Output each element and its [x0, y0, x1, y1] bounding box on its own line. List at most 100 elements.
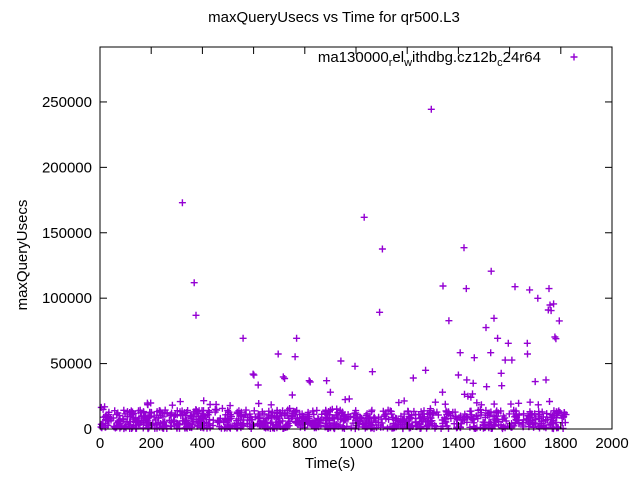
data-point-outlier — [376, 308, 384, 316]
data-point-outlier — [291, 353, 299, 361]
data-point — [218, 404, 226, 412]
data-point-outlier — [427, 105, 435, 113]
data-point — [167, 412, 175, 420]
data-point — [512, 412, 520, 420]
legend-plus-marker-icon — [570, 53, 578, 61]
data-point — [476, 406, 484, 414]
legend-label-subscript: w — [403, 57, 412, 69]
data-point-outlier — [526, 286, 534, 294]
data-point — [168, 401, 176, 409]
data-point — [206, 420, 214, 428]
data-point — [545, 421, 553, 429]
data-point — [502, 417, 510, 425]
legend-label-segment: ithdbg.cz12b — [412, 49, 497, 66]
data-point — [194, 422, 202, 429]
data-point — [270, 413, 278, 421]
data-point — [352, 411, 360, 419]
data-point-outlier — [508, 356, 516, 364]
legend-label-subscript: c — [497, 57, 503, 69]
data-point-outlier — [494, 334, 502, 342]
data-point — [157, 420, 165, 427]
data-point-outlier — [239, 334, 247, 342]
chart-title: maxQueryUsecs vs Time for qr500.L3 — [208, 9, 460, 26]
data-point — [549, 412, 557, 420]
data-point — [315, 419, 323, 427]
data-point — [400, 397, 408, 405]
data-point — [375, 413, 383, 421]
data-point — [438, 416, 446, 424]
data-point — [412, 418, 420, 426]
data-point-outlier — [462, 285, 470, 293]
data-point-outlier — [546, 301, 554, 309]
data-point-outlier — [305, 377, 313, 385]
data-point — [226, 402, 234, 410]
data-point — [354, 418, 362, 426]
data-point-outlier — [306, 378, 314, 386]
data-point — [233, 424, 241, 432]
data-point — [132, 414, 140, 422]
data-point — [330, 423, 338, 431]
data-point — [332, 411, 340, 419]
data-point — [430, 409, 438, 417]
data-point — [476, 423, 484, 431]
data-point — [142, 416, 150, 424]
data-point — [510, 408, 518, 416]
data-point — [493, 412, 501, 420]
data-point-outlier — [542, 376, 550, 384]
x-tick-label: 1600 — [493, 435, 526, 452]
data-point — [188, 424, 196, 432]
data-point-outlier — [501, 356, 509, 364]
data-point — [115, 417, 122, 425]
axis-tick-labels: 0 200 400 600 800 1000 1200 1400 1600 1800 2000 0 50… — [42, 94, 629, 452]
data-point-outlier — [351, 362, 359, 370]
data-point-outlier — [147, 399, 155, 407]
data-point — [181, 424, 189, 432]
data-point — [481, 420, 489, 428]
data-point — [113, 411, 121, 419]
data-point — [181, 409, 188, 417]
data-point — [363, 421, 371, 429]
data-point — [447, 412, 455, 420]
data-point-outlier — [456, 349, 464, 357]
data-point-outlier — [511, 283, 519, 291]
data-point — [537, 417, 545, 425]
data-point — [423, 418, 431, 426]
data-point — [150, 413, 158, 421]
data-point — [152, 421, 160, 429]
data-point — [282, 424, 290, 431]
data-point — [313, 406, 321, 414]
data-point-outlier — [345, 395, 353, 403]
data-point-outlier — [368, 368, 376, 376]
data-point-outlier — [463, 376, 471, 384]
data-point — [299, 412, 307, 420]
data-point — [539, 413, 547, 421]
data-point — [326, 406, 334, 414]
data-point — [201, 413, 209, 421]
x-tick-label: 400 — [190, 435, 215, 452]
data-point — [173, 421, 181, 429]
legend-label-segment: 24r64 — [503, 49, 541, 66]
data-point-outlier — [497, 369, 505, 377]
data-point — [305, 414, 313, 422]
x-tick-label: 0 — [96, 435, 104, 452]
data-point-outlier — [101, 403, 109, 411]
data-point — [212, 401, 220, 408]
data-point — [113, 423, 121, 431]
data-point — [294, 421, 302, 428]
data-point — [239, 420, 247, 428]
data-point — [281, 412, 289, 419]
x-tick-label: 800 — [292, 435, 317, 452]
data-point-outlier — [490, 314, 498, 322]
data-point — [217, 424, 225, 432]
axis-ticks — [99, 47, 613, 430]
data-point — [328, 414, 336, 422]
data-point-outlier — [326, 388, 334, 396]
data-point — [333, 405, 341, 413]
data-point-outlier — [546, 398, 553, 405]
data-point — [275, 419, 283, 427]
data-point — [390, 424, 398, 432]
data-point — [392, 415, 400, 423]
data-point-outlier — [337, 357, 345, 365]
data-point-outlier — [190, 279, 198, 287]
